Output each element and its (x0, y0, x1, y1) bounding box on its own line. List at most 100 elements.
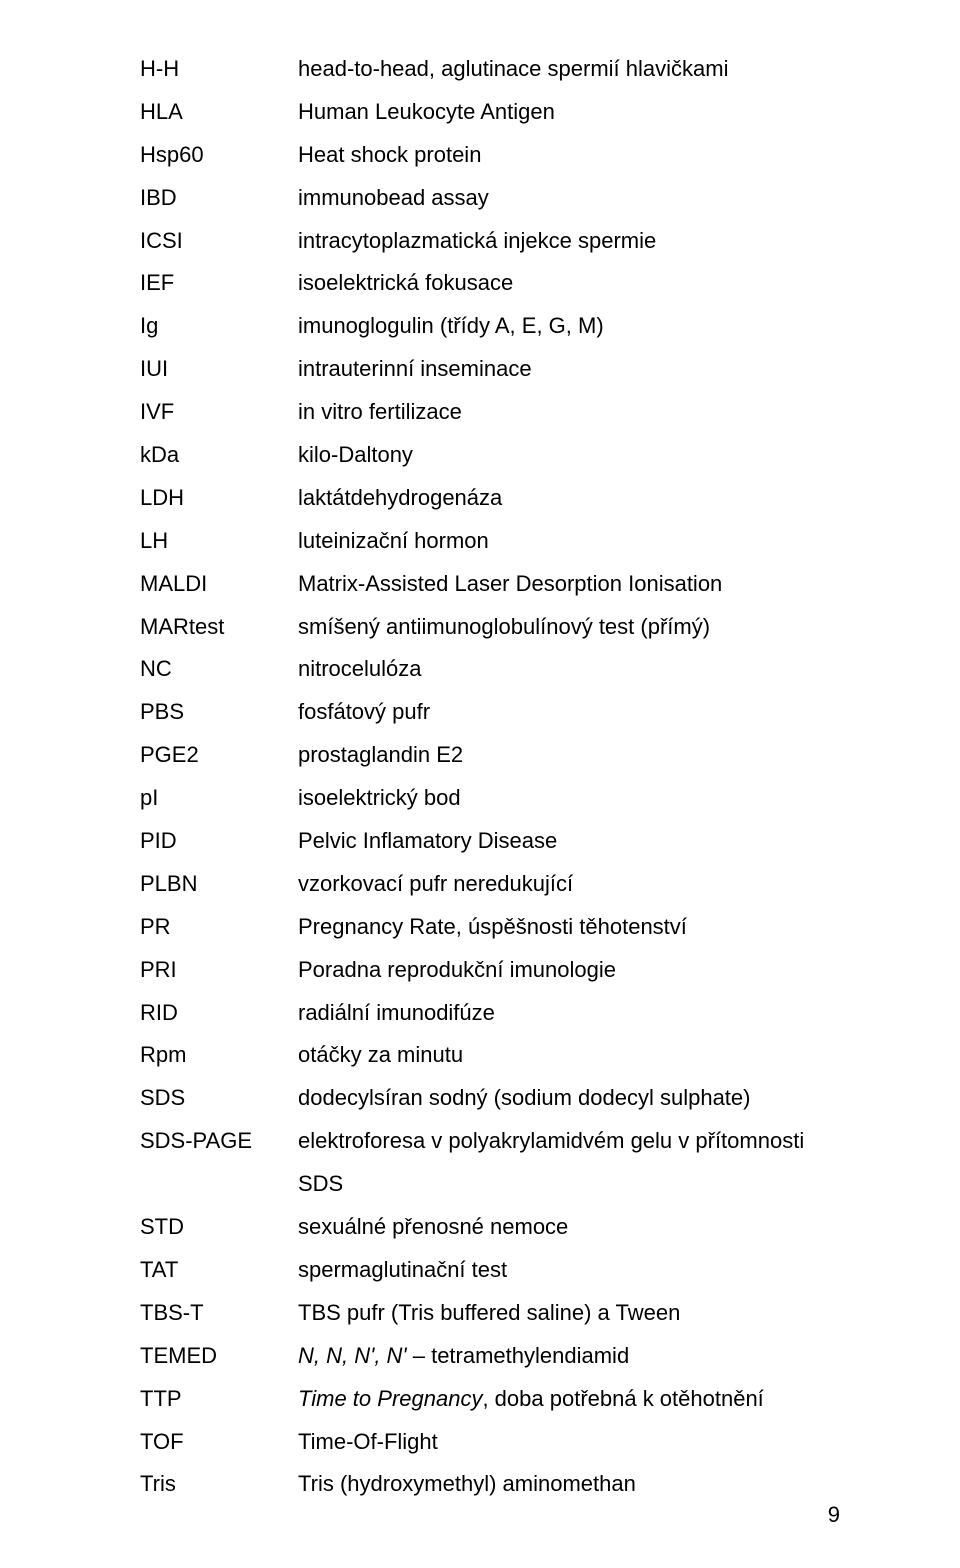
abbreviation-term: STD (140, 1206, 298, 1249)
abbreviation-definition: kilo-Daltony (298, 434, 840, 477)
abbreviation-term: Ig (140, 305, 298, 348)
abbreviation-term: TTP (140, 1378, 298, 1421)
abbreviation-definition: Tris (hydroxymethyl) aminomethan (298, 1463, 840, 1506)
abbreviation-term: kDa (140, 434, 298, 477)
abbreviation-term: LDH (140, 477, 298, 520)
abbreviation-definition: luteinizační hormon (298, 520, 840, 563)
abbreviation-term: PBS (140, 691, 298, 734)
abbreviation-definition: intracytoplazmatická injekce spermie (298, 220, 840, 263)
abbreviation-term: TAT (140, 1249, 298, 1292)
abbreviation-definition: laktátdehydrogenáza (298, 477, 840, 520)
abbreviation-definition: prostaglandin E2 (298, 734, 840, 777)
abbreviation-row: pIisoelektrický bod (140, 777, 840, 820)
abbreviation-term: LH (140, 520, 298, 563)
abbreviation-definition: Time to Pregnancy, doba potřebná k otěho… (298, 1378, 840, 1421)
abbreviation-row: kDakilo-Daltony (140, 434, 840, 477)
abbreviation-definition: Time-Of-Flight (298, 1421, 840, 1464)
abbreviation-term: RID (140, 992, 298, 1035)
abbreviation-term: PGE2 (140, 734, 298, 777)
abbreviation-term: SDS (140, 1077, 298, 1120)
abbreviation-definition: N, N, N', N' – tetramethylendiamid (298, 1335, 840, 1378)
abbreviation-row: TATspermaglutinační test (140, 1249, 840, 1292)
abbreviation-definition: Poradna reprodukční imunologie (298, 949, 840, 992)
abbreviation-row: PLBNvzorkovací pufr neredukující (140, 863, 840, 906)
abbreviation-definition: head-to-head, aglutinace spermií hlavičk… (298, 48, 840, 91)
abbreviation-definition: smíšený antiimunoglobulínový test (přímý… (298, 606, 840, 649)
abbreviation-row: HLAHuman Leukocyte Antigen (140, 91, 840, 134)
abbreviation-row: PBSfosfátový pufr (140, 691, 840, 734)
abbreviation-row: PIDPelvic Inflamatory Disease (140, 820, 840, 863)
abbreviation-definition: TBS pufr (Tris buffered saline) a Tween (298, 1292, 840, 1335)
abbreviation-term: HLA (140, 91, 298, 134)
abbreviation-term: MALDI (140, 563, 298, 606)
abbreviation-term: PRI (140, 949, 298, 992)
abbreviation-row: IEFisoelektrická fokusace (140, 262, 840, 305)
abbreviation-row: PRPregnancy Rate, úspěšnosti těhotenství (140, 906, 840, 949)
abbreviation-row: Igimunoglogulin (třídy A, E, G, M) (140, 305, 840, 348)
abbreviation-term: MARtest (140, 606, 298, 649)
abbreviation-term: SDS-PAGE (140, 1120, 298, 1163)
abbreviation-row: TrisTris (hydroxymethyl) aminomethan (140, 1463, 840, 1506)
abbreviation-term: Hsp60 (140, 134, 298, 177)
abbreviation-row: IBDimmunobead assay (140, 177, 840, 220)
abbreviation-term: ICSI (140, 220, 298, 263)
abbreviation-term: NC (140, 648, 298, 691)
abbreviation-row: TOFTime-Of-Flight (140, 1421, 840, 1464)
abbreviation-term: TBS-T (140, 1292, 298, 1335)
abbreviation-row: MALDIMatrix-Assisted Laser Desorption Io… (140, 563, 840, 606)
abbreviation-term: PR (140, 906, 298, 949)
abbreviation-row: NCnitrocelulóza (140, 648, 840, 691)
abbreviation-definition: Human Leukocyte Antigen (298, 91, 840, 134)
definition-segment: Time to Pregnancy (298, 1386, 482, 1411)
abbreviation-list: H-Hhead-to-head, aglutinace spermií hlav… (140, 48, 840, 1506)
abbreviation-definition: elektroforesa v polyakrylamidvém gelu v … (298, 1120, 840, 1206)
abbreviation-term: PID (140, 820, 298, 863)
abbreviation-definition: dodecylsíran sodný (sodium dodecyl sulph… (298, 1077, 840, 1120)
abbreviation-definition: Pelvic Inflamatory Disease (298, 820, 840, 863)
abbreviation-term: IBD (140, 177, 298, 220)
abbreviation-row: TEMEDN, N, N', N' – tetramethylendiamid (140, 1335, 840, 1378)
abbreviation-row: PRIPoradna reprodukční imunologie (140, 949, 840, 992)
abbreviation-definition: radiální imunodifúze (298, 992, 840, 1035)
abbreviation-row: STDsexuálné přenosné nemoce (140, 1206, 840, 1249)
abbreviation-definition: Pregnancy Rate, úspěšnosti těhotenství (298, 906, 840, 949)
abbreviation-row: IUIintrauterinní inseminace (140, 348, 840, 391)
document-page: H-Hhead-to-head, aglutinace spermií hlav… (0, 0, 960, 1568)
abbreviation-row: H-Hhead-to-head, aglutinace spermií hlav… (140, 48, 840, 91)
abbreviation-row: TBS-TTBS pufr (Tris buffered saline) a T… (140, 1292, 840, 1335)
abbreviation-definition: spermaglutinační test (298, 1249, 840, 1292)
abbreviation-term: Tris (140, 1463, 298, 1506)
abbreviation-term: pI (140, 777, 298, 820)
abbreviation-term: IVF (140, 391, 298, 434)
abbreviation-row: LDHlaktátdehydrogenáza (140, 477, 840, 520)
abbreviation-definition: in vitro fertilizace (298, 391, 840, 434)
abbreviation-row: SDSdodecylsíran sodný (sodium dodecyl su… (140, 1077, 840, 1120)
page-number: 9 (828, 1502, 840, 1528)
definition-segment: , doba potřebná k otěhotnění (482, 1386, 763, 1411)
abbreviation-row: ICSIintracytoplazmatická injekce spermie (140, 220, 840, 263)
abbreviation-definition: vzorkovací pufr neredukující (298, 863, 840, 906)
definition-segment: – tetramethylendiamid (407, 1343, 630, 1368)
abbreviation-term: Rpm (140, 1034, 298, 1077)
abbreviation-definition: Heat shock protein (298, 134, 840, 177)
abbreviation-definition: intrauterinní inseminace (298, 348, 840, 391)
abbreviation-term: PLBN (140, 863, 298, 906)
abbreviation-row: TTPTime to Pregnancy, doba potřebná k ot… (140, 1378, 840, 1421)
abbreviation-row: LHluteinizační hormon (140, 520, 840, 563)
abbreviation-row: Rpmotáčky za minutu (140, 1034, 840, 1077)
abbreviation-definition: imunoglogulin (třídy A, E, G, M) (298, 305, 840, 348)
abbreviation-definition: immunobead assay (298, 177, 840, 220)
abbreviation-definition: isoelektrická fokusace (298, 262, 840, 305)
abbreviation-definition: sexuálné přenosné nemoce (298, 1206, 840, 1249)
abbreviation-row: MARtestsmíšený antiimunoglobulínový test… (140, 606, 840, 649)
abbreviation-definition: nitrocelulóza (298, 648, 840, 691)
abbreviation-definition: isoelektrický bod (298, 777, 840, 820)
abbreviation-term: TEMED (140, 1335, 298, 1378)
abbreviation-row: SDS-PAGEelektroforesa v polyakrylamidvém… (140, 1120, 840, 1206)
abbreviation-term: IEF (140, 262, 298, 305)
abbreviation-term: H-H (140, 48, 298, 91)
abbreviation-row: Hsp60Heat shock protein (140, 134, 840, 177)
abbreviation-row: RIDradiální imunodifúze (140, 992, 840, 1035)
abbreviation-definition: Matrix-Assisted Laser Desorption Ionisat… (298, 563, 840, 606)
abbreviation-definition: otáčky za minutu (298, 1034, 840, 1077)
